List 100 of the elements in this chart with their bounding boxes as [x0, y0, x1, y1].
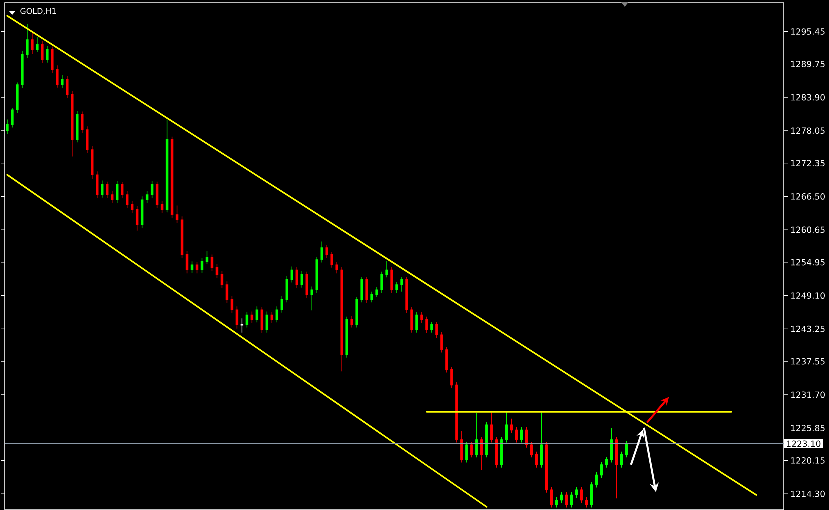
- ref-line-label: 1223.10: [787, 440, 821, 448]
- candlestick: [450, 366, 454, 388]
- candlestick: [226, 281, 229, 304]
- y-tick-label: 1272.35: [791, 160, 825, 167]
- candlestick: [61, 75, 64, 89]
- candlestick: [520, 427, 524, 444]
- candlestick: [300, 270, 304, 288]
- candlestick: [330, 252, 334, 268]
- candlestick: [620, 452, 624, 468]
- candlestick: [420, 312, 424, 324]
- candlestick: [360, 276, 364, 303]
- y-tick-label: 1231.70: [791, 392, 825, 398]
- candlestick: [456, 382, 458, 444]
- candlestick: [101, 180, 104, 198]
- candlestick: [51, 46, 54, 74]
- candlestick: [516, 427, 518, 444]
- candlestick: [136, 206, 139, 232]
- candlestick: [276, 306, 278, 323]
- candlestick: [6, 119, 9, 134]
- candlestick: [96, 171, 99, 199]
- candlestick: [46, 46, 49, 64]
- candlestick: [26, 24, 29, 59]
- candlestick: [446, 346, 448, 374]
- candlestick: [166, 119, 169, 213]
- candlestick: [76, 110, 79, 143]
- candlestick: [376, 286, 378, 298]
- candlestick: [306, 272, 308, 298]
- candlestick: [590, 482, 594, 508]
- candlestick: [550, 486, 554, 508]
- candlestick: [286, 276, 288, 303]
- candlestick: [121, 182, 124, 199]
- candlestick: [106, 182, 109, 199]
- candlestick: [380, 272, 384, 294]
- candlestick: [140, 196, 144, 228]
- y-tick-label: 1225.85: [791, 425, 825, 432]
- candlestick: [66, 76, 69, 98]
- candlestick: [31, 32, 34, 55]
- candlestick: [466, 442, 468, 464]
- candlestick: [340, 266, 344, 372]
- candlestick: [396, 282, 398, 294]
- candlestick: [196, 262, 199, 274]
- candlestick: [440, 332, 444, 354]
- candlestick: [366, 276, 368, 304]
- candlestick: [220, 270, 224, 289]
- candlestick: [16, 82, 19, 114]
- candlestick: [316, 256, 318, 294]
- candlestick: [280, 296, 284, 314]
- y-tick-label: 1260.65: [791, 226, 825, 234]
- candlestick: [86, 126, 89, 154]
- candlestick: [116, 180, 119, 204]
- y-tick-label: 1266.50: [791, 193, 825, 200]
- candlestick: [126, 191, 129, 208]
- candlestick: [156, 182, 159, 208]
- candlestick: [336, 262, 338, 274]
- candlestick: [605, 456, 608, 468]
- candlestick: [460, 431, 464, 464]
- candlestick: [386, 260, 388, 278]
- candlestick: [595, 472, 598, 488]
- candlestick: [410, 306, 414, 334]
- candlestick: [430, 322, 434, 334]
- y-tick-label: 1249.10: [791, 292, 825, 300]
- candlestick: [320, 241, 324, 264]
- candlestick: [436, 322, 438, 338]
- candlestick: [146, 191, 149, 204]
- candlestick: [545, 442, 548, 494]
- candlestick: [400, 276, 404, 292]
- candlestick: [41, 40, 44, 64]
- candlestick: [186, 251, 189, 274]
- candlestick: [416, 312, 418, 334]
- candlestick: [150, 180, 154, 199]
- candlestick: [600, 462, 604, 478]
- candlestick: [326, 244, 328, 259]
- candlestick: [36, 36, 39, 53]
- candlestick: [256, 306, 259, 323]
- y-tick-label: 1278.05: [791, 128, 825, 134]
- candlestick: [470, 442, 474, 458]
- candlestick: [230, 296, 234, 314]
- candlestick: [390, 266, 394, 294]
- candlestick: [580, 486, 584, 504]
- candlestick: [91, 146, 94, 180]
- candlestick: [71, 90, 74, 158]
- candlestick: [260, 306, 264, 334]
- candlestick: [350, 316, 354, 328]
- candlestick: [575, 486, 578, 498]
- y-tick-label: 1283.90: [791, 94, 825, 101]
- candlestick: [56, 65, 59, 88]
- candlestick: [266, 311, 269, 334]
- candlestick: [21, 51, 24, 89]
- candlestick: [356, 296, 358, 328]
- candlestick: [190, 261, 194, 274]
- y-tick-label: 1289.75: [791, 61, 825, 68]
- candlestick: [296, 266, 298, 289]
- candlestick: [406, 276, 408, 314]
- candlestick: [180, 216, 184, 259]
- candlestick: [11, 108, 14, 128]
- y-tick-label: 1295.45: [791, 28, 825, 35]
- candlestick: [346, 316, 348, 358]
- candlestick: [236, 306, 239, 330]
- y-tick-label: 1243.25: [791, 326, 825, 332]
- candlestick: [426, 316, 428, 334]
